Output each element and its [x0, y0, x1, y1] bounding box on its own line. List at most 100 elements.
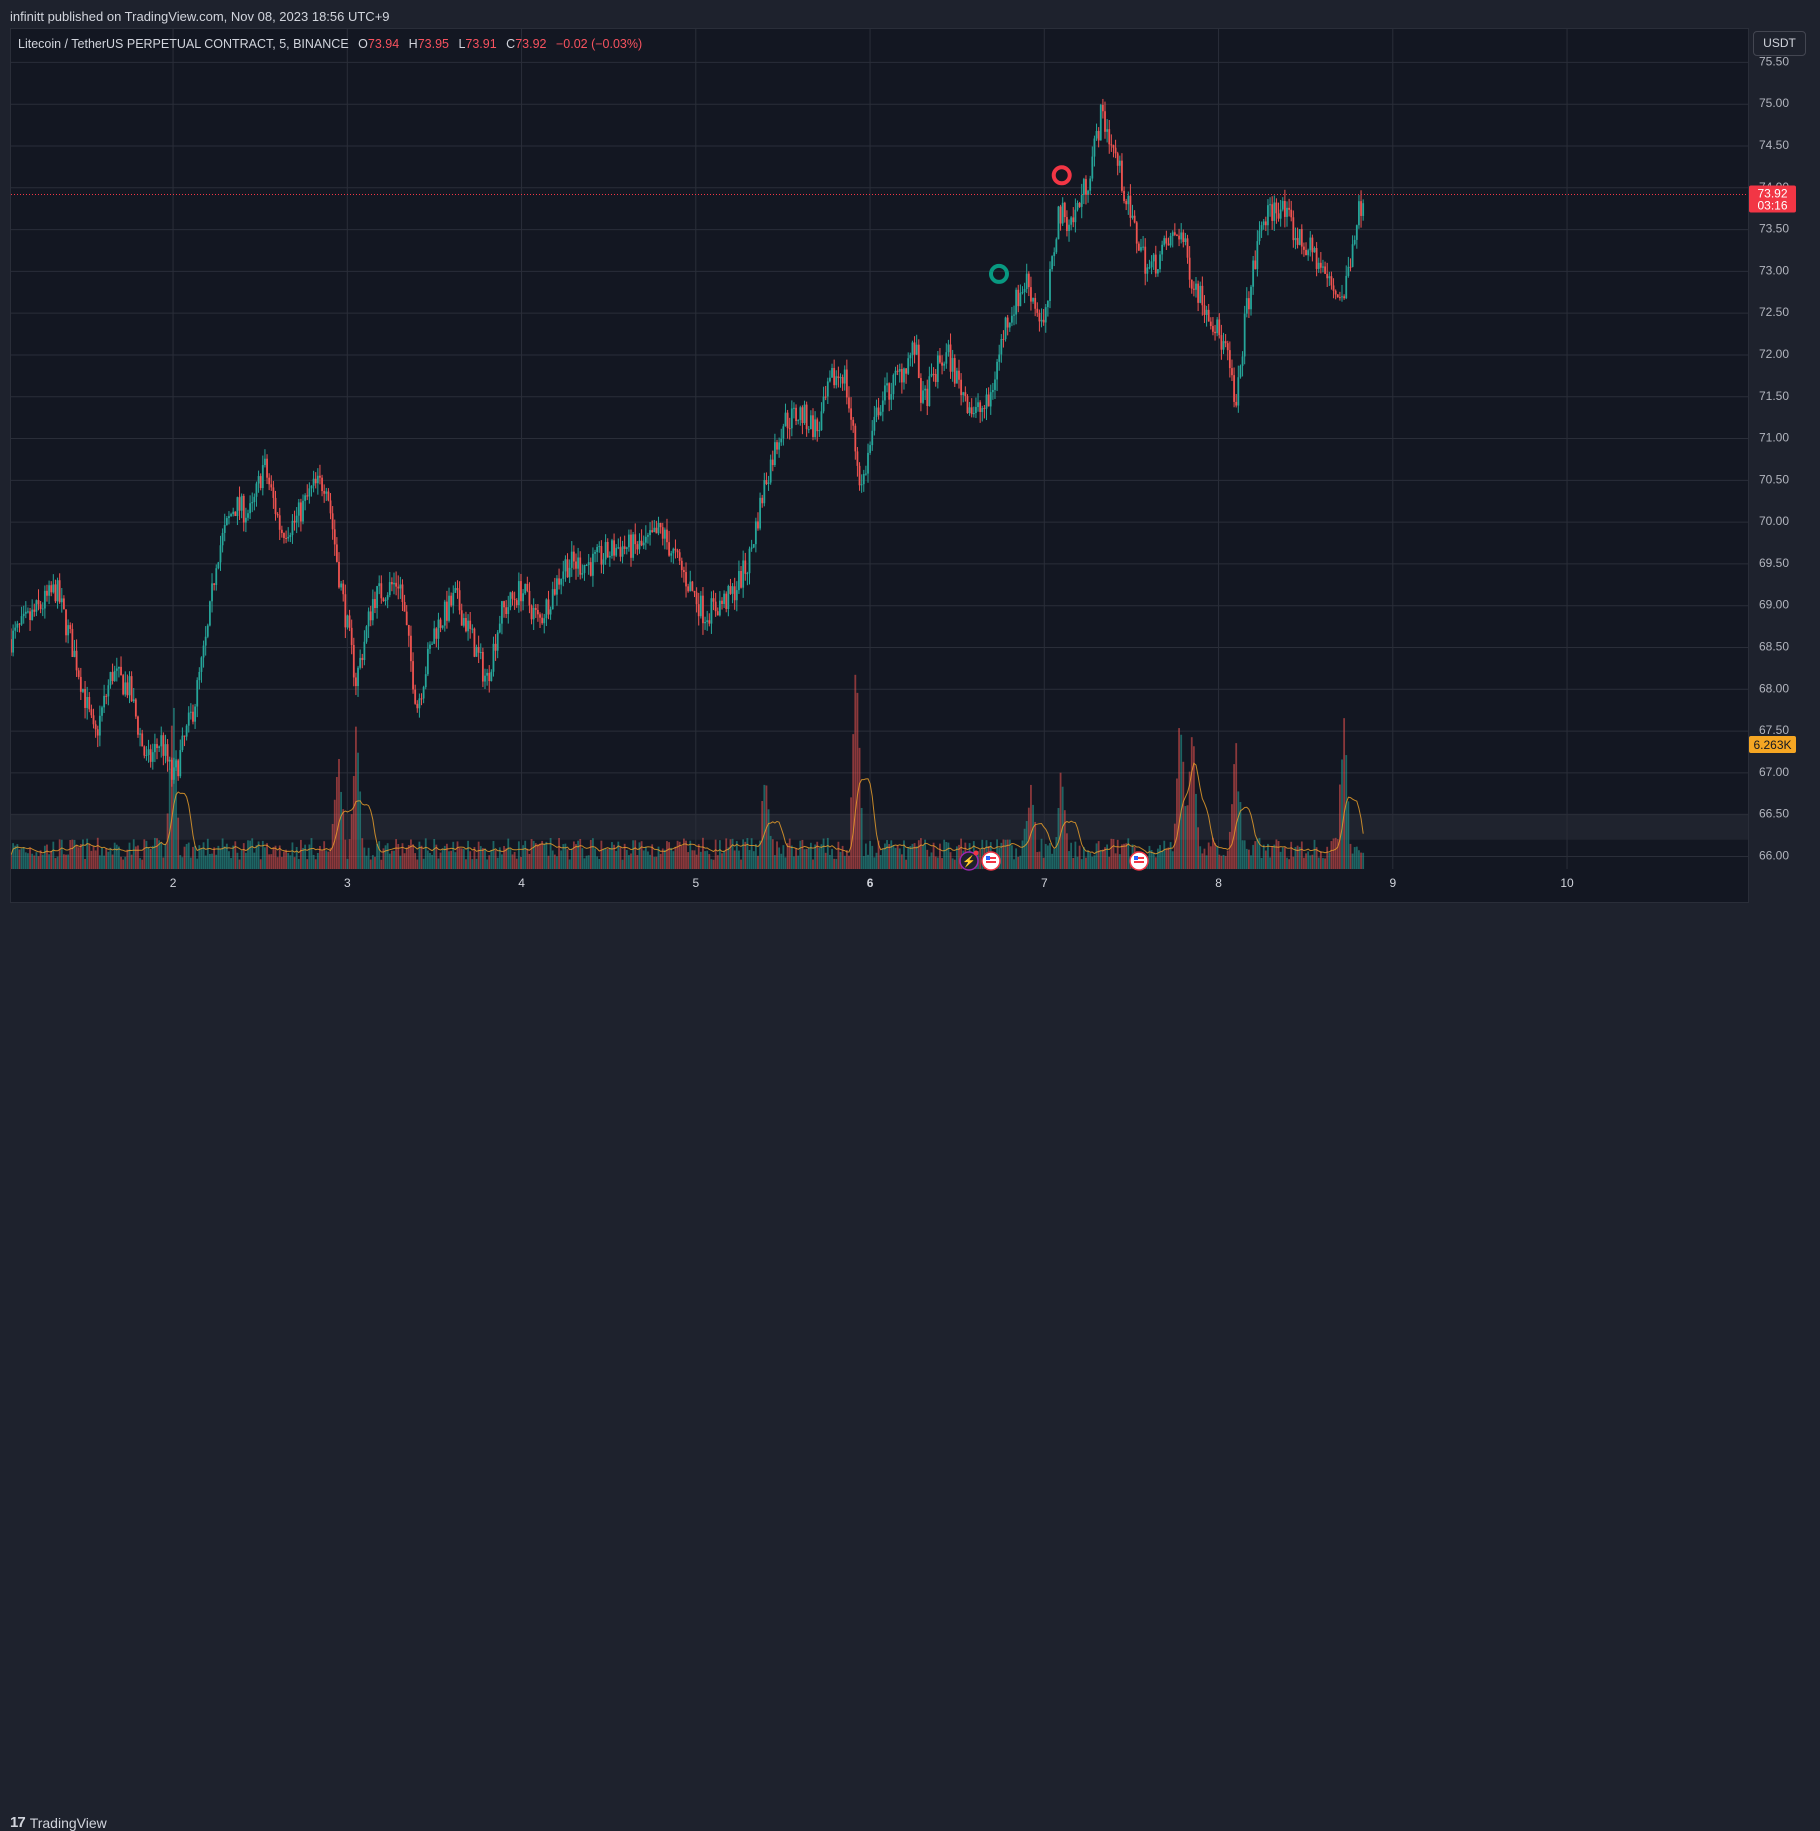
candle-body [924, 388, 927, 391]
volume-bar [769, 835, 772, 869]
volume-bar [462, 848, 465, 869]
candle-body [92, 715, 95, 725]
volume-bar [718, 840, 721, 869]
volume-bar [879, 855, 882, 869]
volume-bar [725, 838, 728, 869]
candle-body [661, 527, 664, 539]
candle-body [1222, 341, 1225, 350]
candle-body [414, 689, 417, 704]
price-tick-label: 74.50 [1759, 138, 1789, 152]
candle-body [422, 687, 425, 699]
volume-bar [221, 838, 224, 869]
candle-body [920, 378, 922, 403]
candle-body [634, 534, 637, 545]
candle-body [407, 624, 410, 636]
candle-body [1152, 254, 1155, 262]
volume-bar [283, 851, 285, 869]
candle-body [757, 521, 759, 529]
price-tick-label: 73.50 [1759, 222, 1789, 236]
volume-bar [1040, 838, 1043, 869]
volume-bar [757, 855, 759, 869]
price-chart[interactable]: 2 3 4 5 6 7 8 9 10 ⚡ [11, 29, 1749, 903]
time-tick-label: 3 [344, 876, 351, 890]
candle-body [350, 627, 353, 646]
volume-bar [111, 854, 114, 869]
candle-body [1237, 377, 1240, 406]
volume-bar [41, 854, 44, 869]
tradingview-brand[interactable]: 17 TradingView [10, 1814, 107, 1831]
symbol-title[interactable]: Litecoin / TetherUS PERPETUAL CONTRACT, … [18, 37, 349, 51]
candle-body [454, 588, 457, 593]
candle-body [663, 529, 666, 539]
volume-bar [228, 851, 230, 869]
volume-bar [395, 839, 398, 869]
volume-bar [33, 855, 36, 869]
candle-body [606, 541, 609, 558]
candle-body [596, 547, 599, 553]
candle-body [126, 682, 129, 696]
volume-bar [308, 844, 311, 869]
candle-body [329, 500, 332, 514]
candle-body [733, 586, 736, 601]
candle-body [1341, 296, 1343, 298]
candle-body [94, 724, 97, 730]
candle-body [776, 442, 778, 450]
volume-bar [958, 844, 960, 869]
candle-body [1258, 230, 1261, 242]
candle-body [1336, 294, 1339, 298]
candle-body [300, 502, 302, 522]
volume-bar [710, 859, 713, 869]
candle-body [594, 552, 596, 554]
volume-bar [177, 817, 180, 869]
candle-body [837, 376, 840, 379]
volume-bar [48, 854, 50, 869]
volume-bar [467, 840, 469, 869]
volume-bar [498, 847, 501, 869]
currency-unit-button[interactable]: USDT [1753, 31, 1806, 56]
volume-bar [1235, 743, 1238, 869]
candle-body [1027, 273, 1030, 288]
time-tick-label: 10 [1560, 876, 1574, 890]
candle-body [761, 497, 764, 504]
volume-bar [96, 837, 99, 869]
candle-body [1161, 244, 1164, 255]
volume-bar [435, 844, 438, 869]
candle-body [928, 376, 931, 407]
candle-body [355, 677, 357, 687]
volume-bar [82, 839, 84, 869]
price-axis[interactable]: 66.00 66.50 67.00 67.50 68.00 68.50 69.00 69.50… [1749, 28, 1820, 903]
chart-pane[interactable]: 2 3 4 5 6 7 8 9 10 ⚡ [10, 28, 1749, 903]
candle-body [67, 625, 70, 636]
candle-body [807, 429, 810, 431]
volume-bar [494, 850, 497, 869]
candle-body [1074, 209, 1077, 223]
candle-body [1319, 262, 1322, 268]
volume-bar [107, 851, 110, 869]
candle-body [1159, 254, 1161, 270]
volume-bar [361, 838, 364, 869]
candle-body [826, 381, 829, 397]
volume-bar [1076, 856, 1079, 869]
candle-body [225, 518, 228, 525]
volume-bar [1074, 841, 1077, 869]
candle-body [875, 407, 878, 417]
candle-body [1347, 266, 1350, 276]
candle-body [1309, 237, 1312, 251]
volume-bar [429, 852, 431, 869]
volume-bar [160, 842, 163, 869]
volume-bar [268, 854, 271, 869]
candle-body [1283, 201, 1286, 217]
volume-bar [469, 851, 472, 869]
candle-body [1150, 261, 1153, 268]
footer-bar: 17 TradingView [0, 903, 1820, 1831]
volume-bar [291, 842, 294, 869]
candle-body [852, 419, 855, 426]
candle-body [399, 584, 402, 589]
volume-bar [1025, 821, 1028, 869]
candle-body [1101, 104, 1104, 112]
volume-bar [192, 846, 194, 869]
candle-body [746, 573, 749, 575]
candle-body [401, 584, 404, 603]
candle-body [1046, 300, 1049, 308]
candle-body [740, 571, 742, 588]
